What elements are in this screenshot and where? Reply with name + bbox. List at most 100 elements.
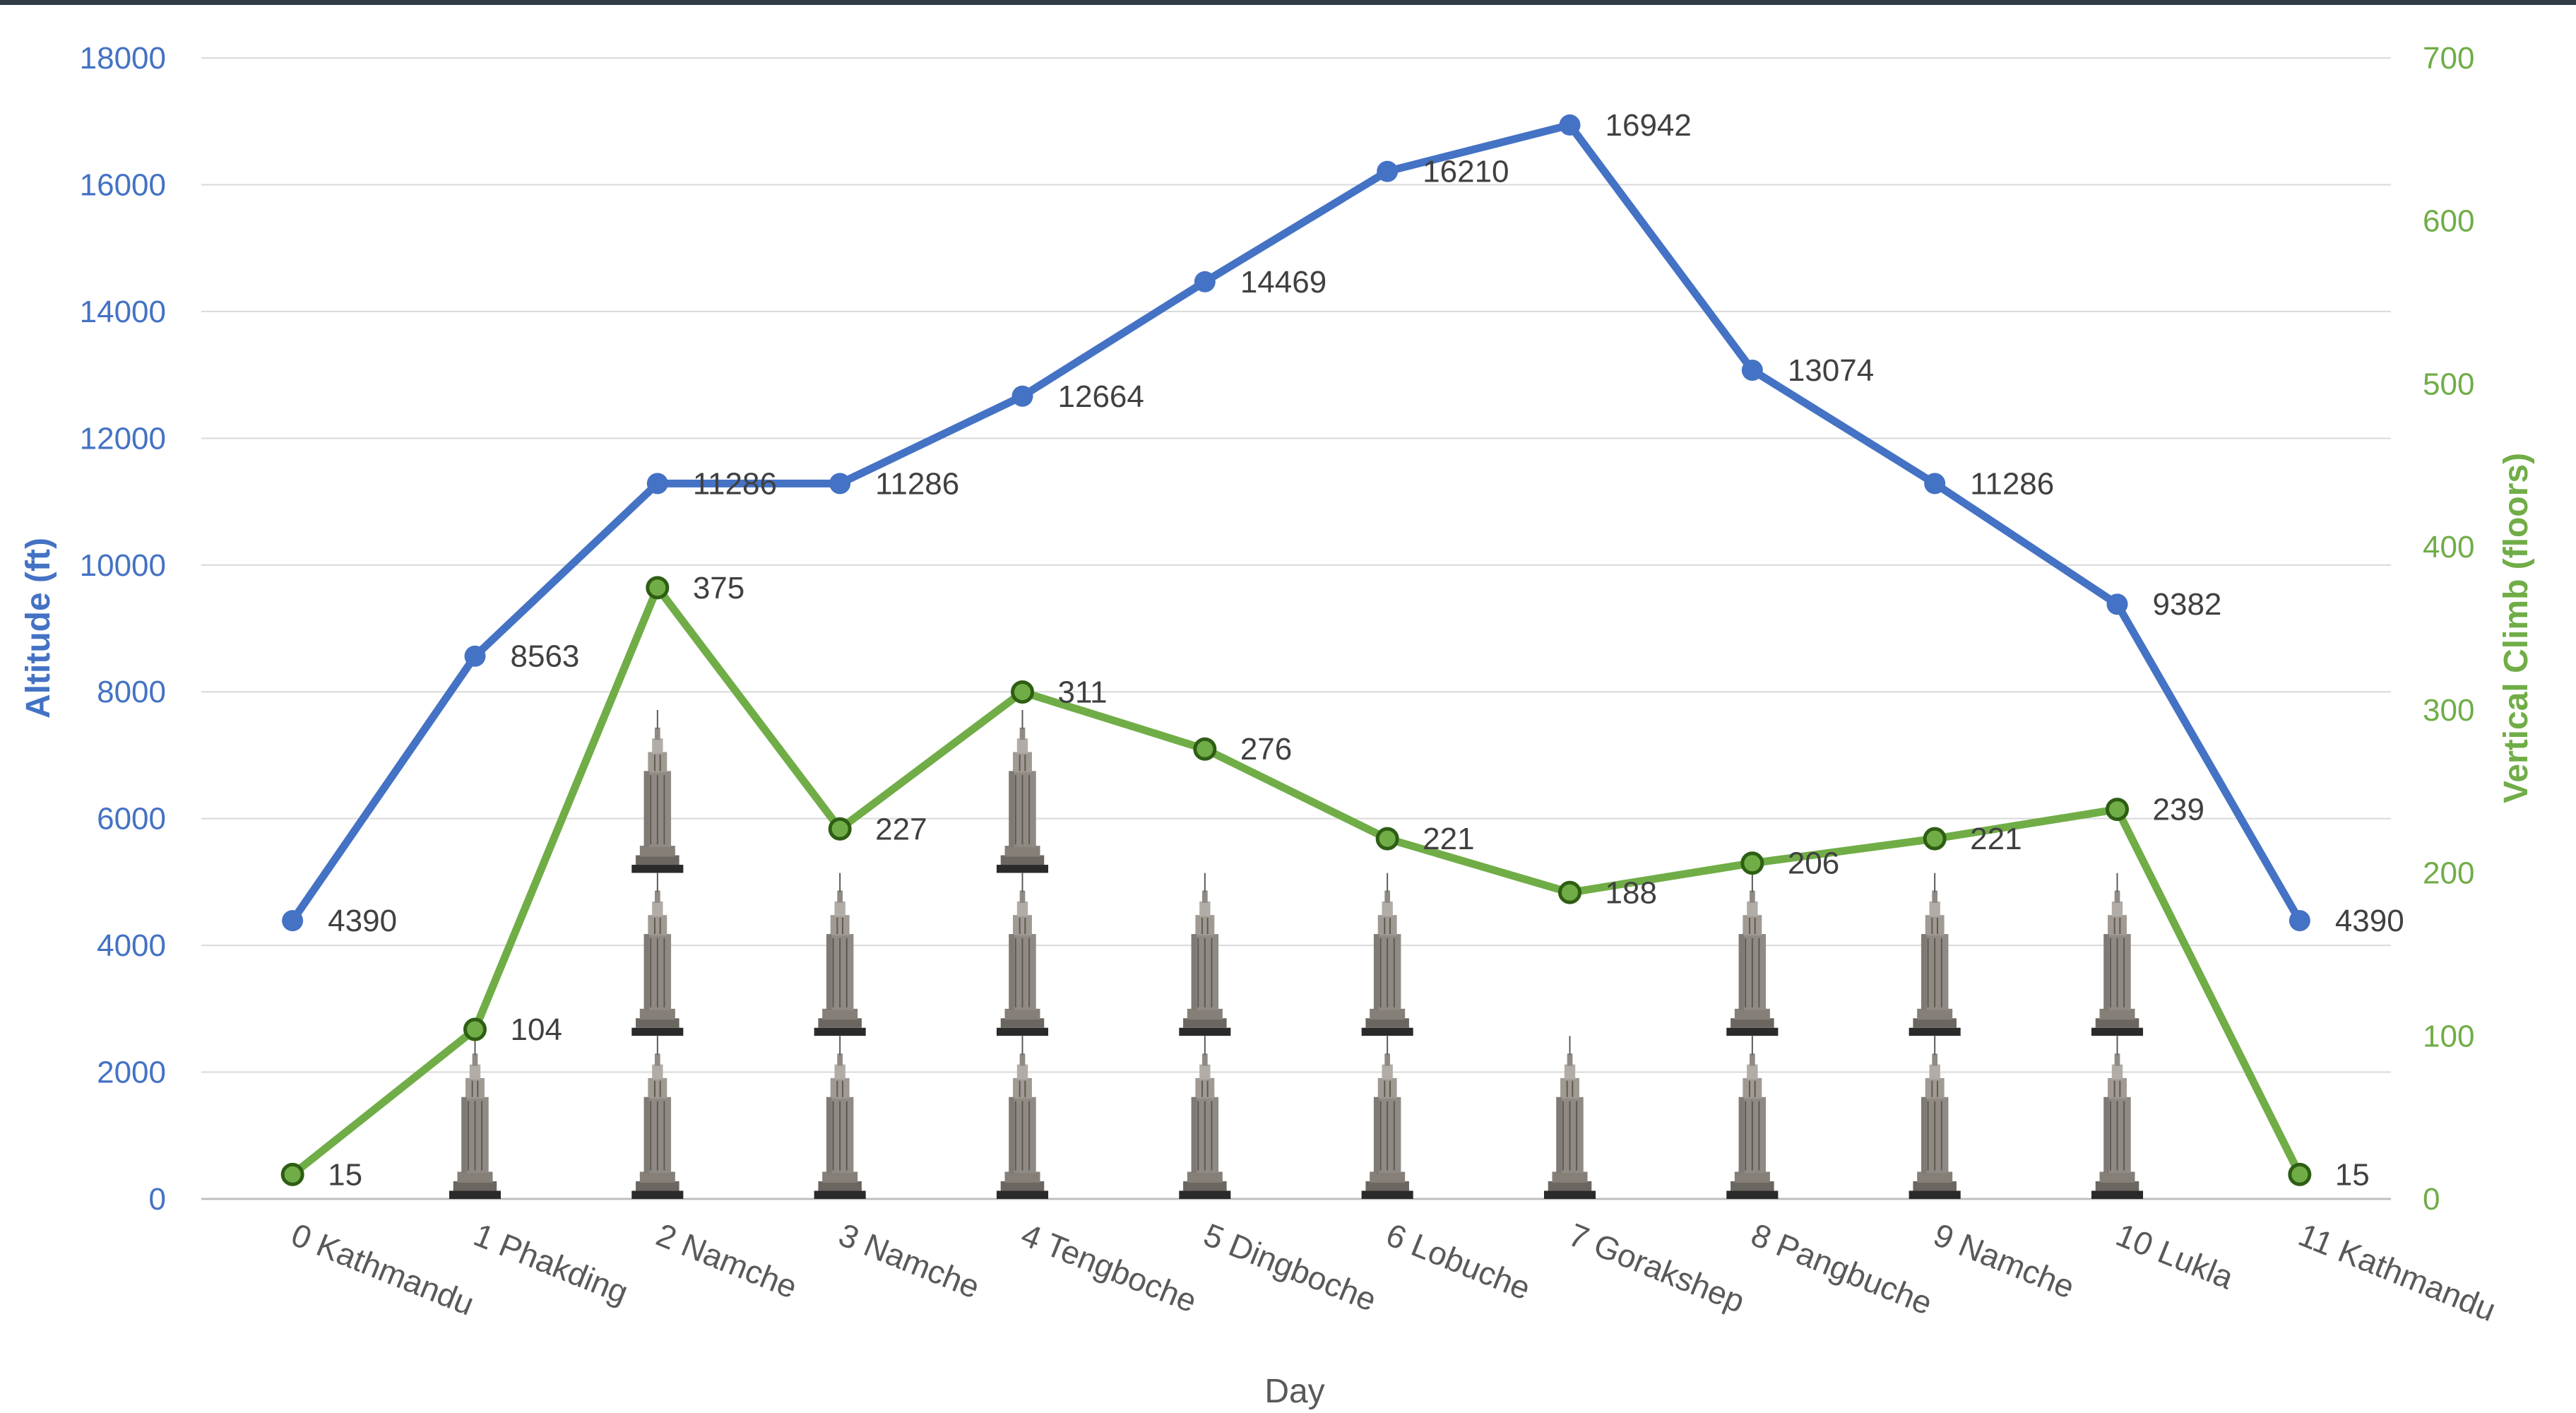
climb-data-label: 221 [1970,822,2022,856]
x-tick-label: 5 Dingboche [1199,1216,1382,1318]
altitude-data-label: 4390 [2335,904,2404,938]
skyscraper-icon [1543,1036,1597,1200]
x-tick-label: 10 Lukla [2111,1216,2239,1296]
y-left-tick-label: 4000 [97,928,166,963]
x-tick-label: 7 Gorakshep [1564,1216,1750,1320]
x-tick-label: 0 Kathmandu [286,1216,479,1323]
data-labels: 4390 8563 11286 11286 12664 14469 16210 16942 13… [328,108,2404,1192]
skyscraper-icon [1908,873,1961,1036]
skyscraper-icon [1178,1036,1232,1200]
altitude-data-label: 8563 [511,639,580,674]
x-tick-label: 6 Lobuche [1381,1216,1536,1307]
climb-data-label: 239 [2153,793,2204,827]
y-right-tick-label: 300 [2423,693,2474,728]
altitude-point [2106,593,2128,615]
altitude-point [1741,359,1763,381]
altitude-point [1011,385,1033,407]
vertical-climb-point [646,576,670,600]
vertical-climb-point [280,1162,304,1186]
skyscraper-icon [2090,873,2144,1036]
skyscraper-icon [995,873,1050,1036]
climb-data-label: 104 [511,1012,562,1047]
vertical-climb-point [2106,798,2129,822]
climb-data-label: 188 [1605,875,1657,910]
x-tick-label: 3 Namche [833,1216,985,1306]
y-right-tick-label: 0 [2423,1182,2440,1217]
vertical-climb-point [1375,827,1399,851]
y-right-tick-label: 700 [2423,41,2474,76]
y-right-tick-label: 100 [2423,1019,2474,1053]
skyscraper-icon [1726,873,1779,1036]
altitude-point [1377,160,1399,182]
altitude-data-label: 11286 [693,466,777,501]
altitude-data-label: 16210 [1423,155,1509,189]
altitude-point [1924,473,1946,495]
altitude-point [282,910,304,932]
skyscraper-icon [1726,863,1779,873]
altitude-data-label: 13074 [1788,353,1874,388]
skyscraper-icon [995,1036,1050,1200]
skyscraper-icon [1178,873,1232,1036]
altitude-data-label: 12664 [1058,379,1144,414]
series-lines [288,121,2304,1178]
skyscraper-icon [1360,1036,1414,1200]
series-markers [280,114,2312,1186]
y-left-tick-label: 12000 [80,421,166,456]
skyscraper-icon [813,873,867,1036]
y-left-tick-label: 0 [149,1182,166,1217]
x-tick-label: 8 Pangbuche [1746,1216,1937,1322]
vertical-climb-point [1193,737,1217,761]
altitude-data-label: 16942 [1605,108,1692,143]
vertical-climb-point [1011,680,1034,704]
window-top-bar [0,0,2576,5]
skyscraper-icon [631,709,684,873]
skyscraper-partial [1726,863,1779,873]
y-right-tick-label: 200 [2423,856,2474,891]
altitude-data-label: 11286 [1970,466,2054,501]
skyscraper-icon [631,873,684,1036]
y-left-tick-label: 18000 [80,41,166,76]
skyscraper-icon [995,709,1050,873]
y-left-tick-label: 8000 [97,675,166,709]
skyscraper-icon [448,1036,502,1200]
altitude-data-label: 9382 [2153,587,2222,622]
altitude-data-label: 14469 [1240,265,1326,300]
skyscraper-icon [813,1036,867,1200]
altitude-point [1194,271,1216,292]
climb-data-label: 227 [875,812,927,846]
altitude-point [829,473,851,495]
vertical-climb-point [1923,827,1947,851]
y-left-tick-label: 16000 [80,167,166,202]
altitude-point [2289,910,2310,932]
skyscraper-partial [813,829,867,873]
y-right-tick-label: 500 [2423,367,2474,401]
vertical-climb-line [288,584,2304,1178]
x-tick-label: 2 Namche [651,1216,802,1306]
y-left-tick-label: 2000 [97,1056,166,1090]
skyscraper-icon [1908,1036,1961,1200]
climb-data-label: 15 [2335,1157,2370,1192]
climb-data-label: 375 [693,571,744,605]
y-right-tick-label: 400 [2423,530,2474,564]
x-tick-label: 11 Kathmandu [2293,1216,2501,1328]
y-axis-right-title: Vertical Climb (floors) [2498,453,2535,803]
altitude-data-label: 11286 [875,466,959,501]
vertical-climb-point [1558,880,1581,904]
climb-data-label: 221 [1423,822,1474,856]
y-left-tick-label: 14000 [80,295,166,329]
skyscraper-icon [1360,873,1414,1036]
altitude-data-label: 4390 [328,904,397,938]
skyscraper-partial [1178,749,1232,873]
altitude-point [646,473,668,495]
climb-data-label: 311 [1058,675,1108,709]
skyscraper-icon [631,1036,684,1200]
x-tick-label: 4 Tengboche [1016,1216,1202,1320]
x-axis-title: Day [1264,1373,1324,1410]
altitude-line [288,121,2304,925]
vertical-climb-point [1740,851,1764,875]
x-tick-label: 9 Namche [1928,1216,2079,1306]
x-tick-label: 1 Phakding [469,1216,634,1311]
vertical-climb-point [828,817,852,841]
climb-data-label: 276 [1240,732,1292,767]
